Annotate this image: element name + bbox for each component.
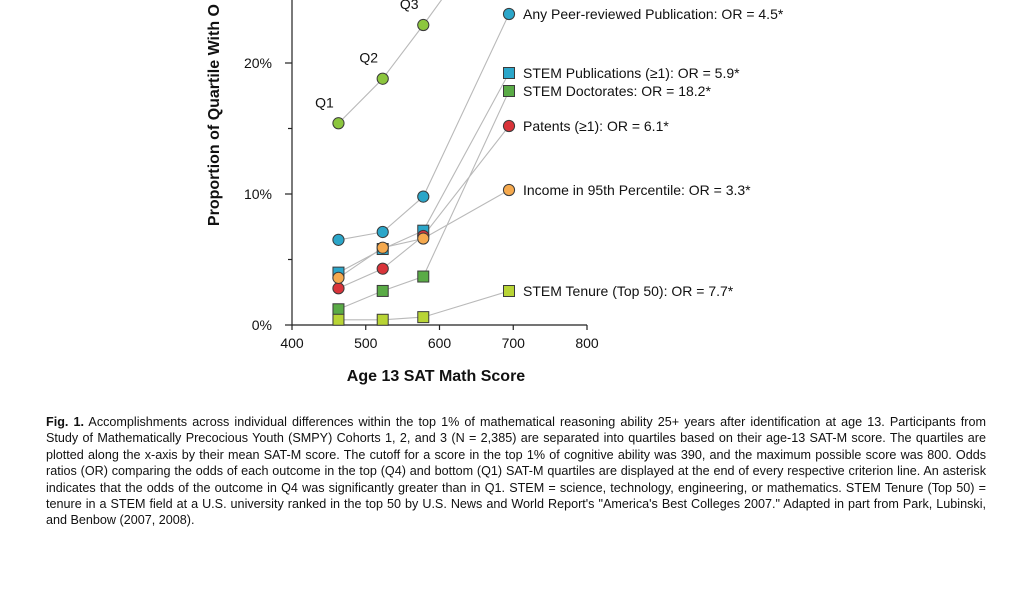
series-label: STEM Tenure (Top 50): OR = 7.7* [523,283,734,299]
data-point [503,285,515,297]
data-point [502,183,516,197]
series-labels: Any Peer-reviewed Publication: OR = 4.5*… [315,0,784,299]
series-line-Patents (≥1) [338,125,510,289]
caption-text: Accomplishments across individual differ… [46,415,986,528]
x-tick-label: 500 [354,335,378,351]
data-point [332,233,345,246]
series-lines [338,0,510,321]
series-line-Any Peer-reviewed Publication [338,13,510,241]
data-point [332,271,345,284]
figure-caption: Fig. 1. Accomplishments across individua… [46,414,986,529]
data-point [376,225,389,239]
series-label: STEM Doctorates: OR = 18.2* [523,83,711,99]
series-label: Any Peer-reviewed Publication: OR = 4.5* [523,6,784,22]
x-tick-label: 400 [280,335,304,351]
chart-axes: 400 500 600 700 800 0% 10% 20% Age 13 SAT Math S… [206,0,599,385]
data-point [417,311,430,324]
data-point [502,7,516,21]
series-line-Income in 95th Percentile [338,189,510,279]
data-point [376,313,389,326]
data-point [503,85,515,97]
y-tick-label: 0% [252,317,272,333]
series-line-Doctorates [338,0,443,124]
y-axis-title: Proportion of Quartile With O [206,4,223,226]
data-point [503,67,515,79]
data-point [376,262,389,275]
data-point [376,241,389,254]
series-line-STEM Publications (≥1) [338,72,510,274]
series-line-STEM Tenure (Top 50) [338,290,510,321]
data-point [332,117,345,130]
data-point [417,270,430,283]
y-tick-label: 10% [244,186,272,202]
data-point [417,232,430,245]
quartile-label: Q1 [315,94,334,110]
quartile-label: Q3 [400,0,419,12]
x-tick-label: 800 [575,335,599,351]
x-tick-label: 700 [502,335,526,351]
data-point [332,313,345,326]
quartile-label: Q2 [359,50,378,66]
data-point [417,190,430,203]
x-axis-title: Age 13 SAT Math Score [347,368,526,385]
figure-label: Fig. 1. [46,415,84,429]
series-label: Income in 95th Percentile: OR = 3.3* [523,182,751,198]
data-point [376,72,389,85]
chart: 400 500 600 700 800 0% 10% 20% Age 13 SAT Math S… [206,0,784,385]
series-line-STEM Doctorates [338,90,510,310]
series-label: STEM Publications (≥1): OR = 5.9* [523,65,740,81]
data-point [417,18,430,32]
x-tick-label: 600 [428,335,452,351]
data-point [502,119,516,133]
data-point [332,303,345,316]
series-label: Patents (≥1): OR = 6.1* [523,118,669,134]
y-tick-label: 20% [244,55,272,71]
series-markers [332,7,516,326]
data-point [332,282,345,295]
data-point [376,284,389,297]
